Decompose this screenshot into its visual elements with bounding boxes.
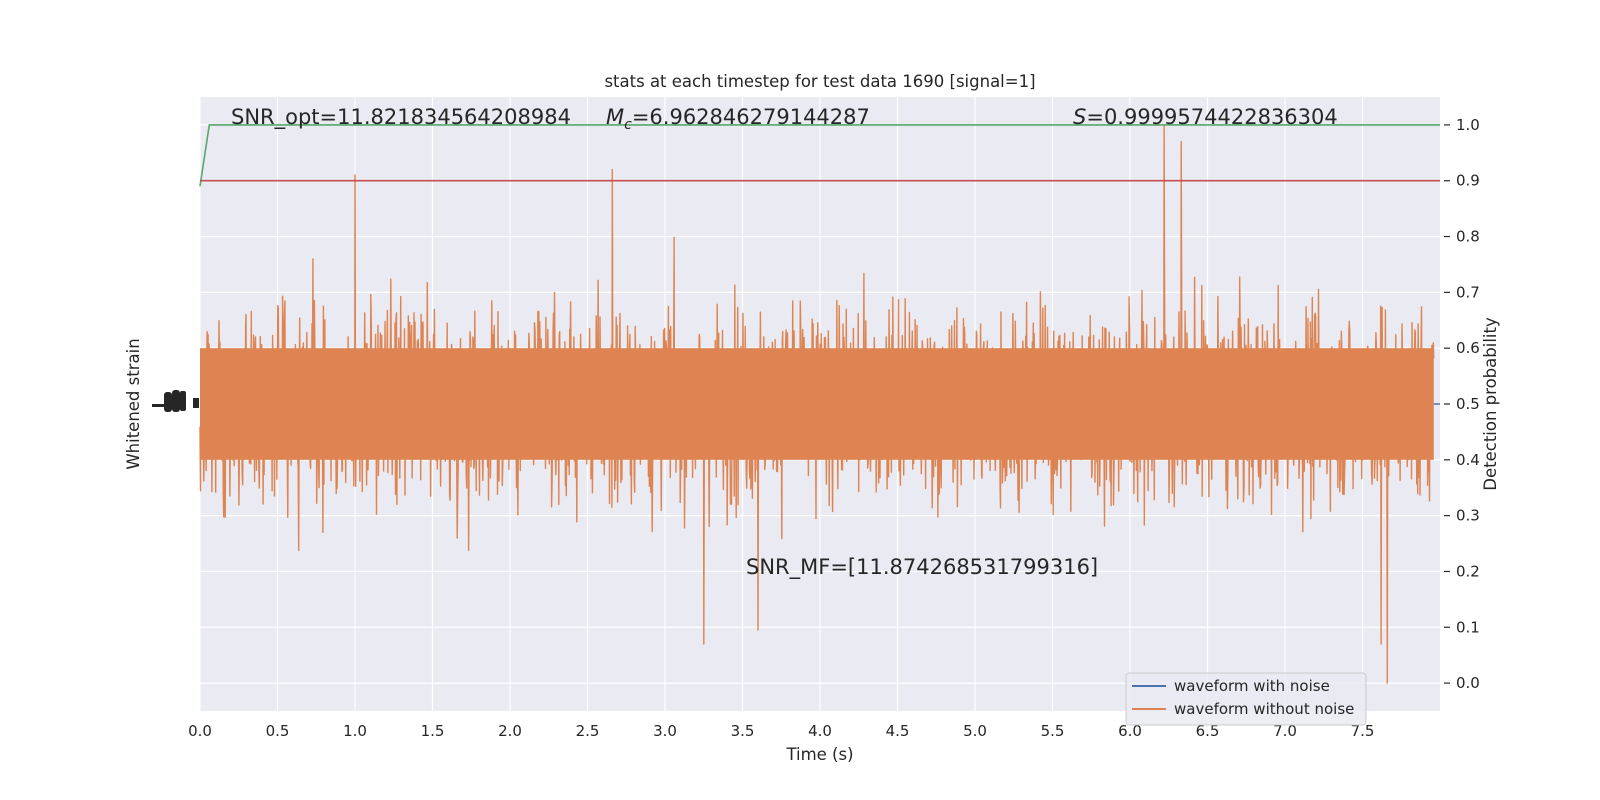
score-value: =0.9999574422836304 [1086, 105, 1337, 129]
x-tick-label: 1.5 [421, 722, 445, 740]
x-tick-label: 6.5 [1196, 722, 1220, 740]
x-tick-label: 7.0 [1273, 722, 1297, 740]
x-tick-label: 4.0 [808, 722, 832, 740]
left-tick-mark [164, 392, 172, 412]
score-symbol: S [1073, 105, 1086, 129]
x-tick-label: 1.0 [343, 722, 367, 740]
y-tick-label: 0.0 [1456, 674, 1480, 692]
y-tick-label: 0.3 [1456, 507, 1480, 525]
left-tick-mark [193, 398, 199, 408]
y-tick-label: 0.9 [1456, 172, 1480, 190]
y-tick-label: 0.5 [1456, 395, 1480, 413]
x-tick-label: 3.5 [731, 722, 755, 740]
x-axis-label: Time (s) [785, 745, 853, 764]
y-tick-label: 0.6 [1456, 339, 1480, 357]
snr-opt-annotation: SNR_opt=11.821834564208984 [231, 105, 571, 130]
left-tick-mark [180, 391, 186, 411]
snr-mf-annotation: SNR_MF=[11.874268531799316] [746, 555, 1098, 580]
x-tick-label: 0.5 [266, 722, 290, 740]
chirp-mass-symbol: M [606, 105, 624, 129]
series-without-noise-core [200, 348, 1434, 460]
score-annotation: S=0.9999574422836304 [1073, 105, 1338, 129]
x-tick-label: 4.5 [886, 722, 910, 740]
legend: waveform with noise waveform without noi… [1125, 672, 1367, 726]
chart-title: stats at each timestep for test data 169… [604, 72, 1035, 91]
legend-label-with-noise: waveform with noise [1174, 677, 1330, 695]
detection-probability-line [199, 124, 1440, 187]
chirp-mass-annotation: Mc=6.962846279144287 [606, 105, 870, 133]
x-tick-label: 7.5 [1351, 722, 1375, 740]
x-tick-label: 5.0 [963, 722, 987, 740]
chirp-mass-value: =6.962846279144287 [632, 105, 870, 129]
y-right-axis-label: Detection probability [1481, 317, 1500, 491]
x-tick-label: 3.0 [653, 722, 677, 740]
x-axis-ticks: 0.0 0.5 1.0 1.5 2.0 2.5 3.0 3.5 4.0 4.5 5.0 5.5 6.0 6… [188, 722, 1374, 740]
y-tick-label: 0.8 [1456, 228, 1480, 246]
legend-box [1125, 672, 1367, 726]
chirp-mass-subscript: c [624, 117, 632, 133]
x-tick-label: 2.5 [576, 722, 600, 740]
x-tick-label: 6.0 [1118, 722, 1142, 740]
y-right-axis-ticks: 0.0 0.1 0.2 0.3 0.4 0.5 0.6 0.7 0.8 0.9 1.0 [1444, 116, 1480, 692]
left-tick-mark [172, 390, 180, 412]
series-layer [199, 124, 1440, 684]
y-tick-label: 0.4 [1456, 451, 1480, 469]
y-tick-label: 1.0 [1456, 116, 1480, 134]
left-axis-tick-cluster [152, 390, 199, 412]
y-tick-label: 0.2 [1456, 562, 1480, 580]
y-tick-label: 0.7 [1456, 283, 1480, 301]
y-left-axis-label: Whitened strain [124, 338, 143, 469]
y-tick-label: 0.1 [1456, 618, 1480, 636]
x-tick-label: 5.5 [1041, 722, 1065, 740]
legend-label-without-noise: waveform without noise [1174, 700, 1354, 718]
x-tick-label: 2.0 [498, 722, 522, 740]
left-tick-mark [152, 404, 168, 407]
x-tick-label: 0.0 [188, 722, 212, 740]
